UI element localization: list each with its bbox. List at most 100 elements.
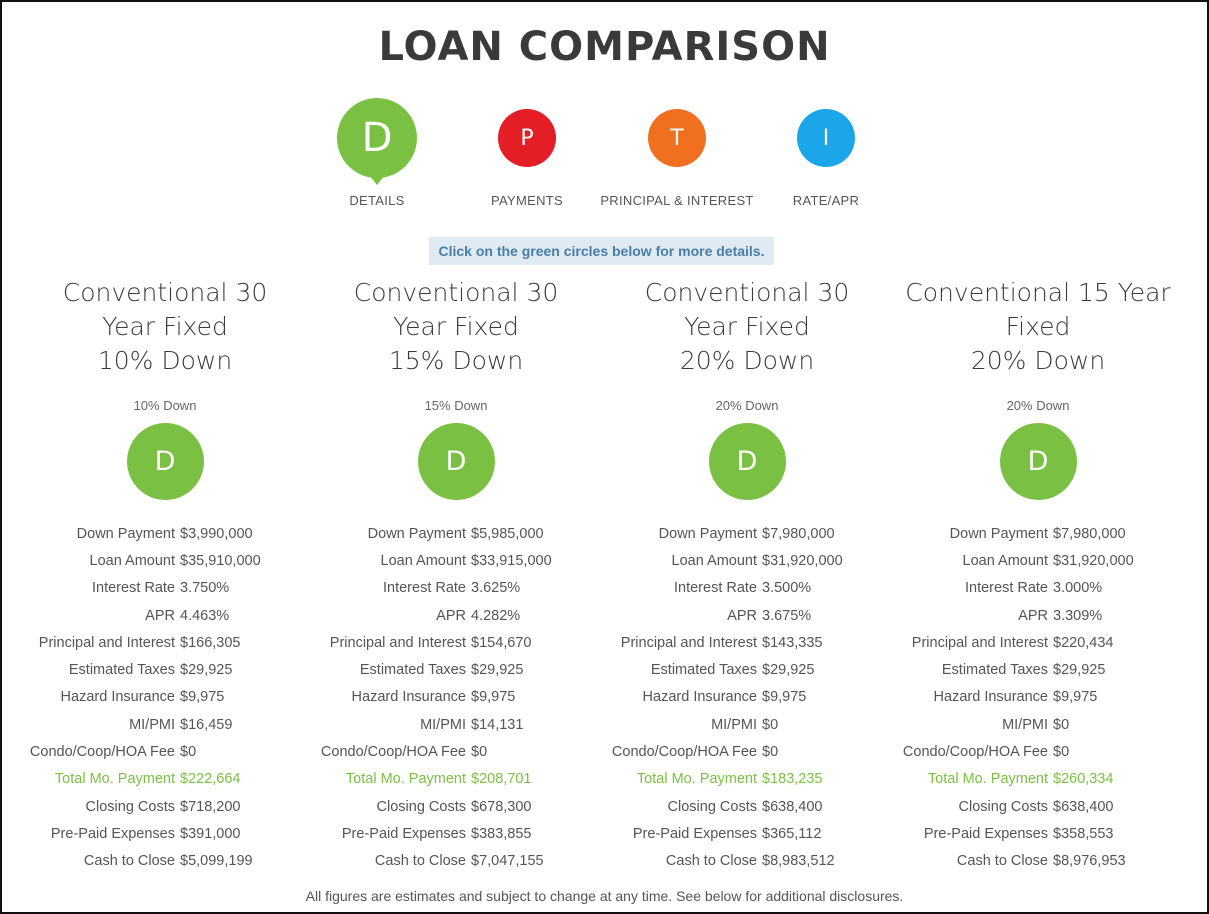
row-label: APR bbox=[727, 607, 757, 624]
row-label: Principal and Interest bbox=[911, 634, 1048, 651]
row-value: $0 bbox=[471, 744, 488, 761]
row-value: $0 bbox=[1053, 744, 1070, 761]
details-circle-icon[interactable]: D bbox=[126, 423, 204, 500]
row-value: $9,975 bbox=[762, 689, 807, 706]
details-circle-letter: D bbox=[1027, 446, 1049, 477]
row-loan-amount: Loan Amount $31,920,000 bbox=[601, 547, 893, 574]
row-value: $29,925 bbox=[762, 662, 815, 679]
row-label: Closing Costs bbox=[376, 798, 466, 815]
loan-details: Down Payment $5,985,000 Loan Amount $33,91… bbox=[310, 520, 602, 875]
loan-name-line: 20% Down bbox=[679, 346, 815, 375]
details-circle-letter: D bbox=[736, 446, 758, 477]
row-value: $220,434 bbox=[1053, 634, 1114, 651]
row-value: 3.500% bbox=[762, 580, 812, 597]
tab-rate-apr-letter: I bbox=[822, 125, 830, 151]
row-value: $7,980,000 bbox=[1053, 525, 1126, 542]
row-principal-interest: Principal and Interest $154,670 bbox=[310, 629, 602, 656]
tab-details[interactable]: D DETAILS bbox=[317, 98, 437, 208]
row-label: Condo/Coop/HOA Fee bbox=[611, 744, 757, 761]
row-label: Interest Rate bbox=[91, 580, 175, 597]
row-label: Down Payment bbox=[949, 525, 1048, 542]
row-label: Pre-Paid Expenses bbox=[341, 825, 466, 842]
row-value: $391,000 bbox=[180, 825, 241, 842]
loan-column: Conventional 30 Year Fixed 15% Down 15% … bbox=[310, 276, 602, 875]
row-estimated-taxes: Estimated Taxes $29,925 bbox=[892, 656, 1184, 683]
row-value: $638,400 bbox=[762, 798, 823, 815]
principal-interest-circle-icon[interactable]: T bbox=[648, 109, 706, 167]
row-value: $7,980,000 bbox=[762, 525, 835, 542]
row-label: APR bbox=[145, 607, 175, 624]
details-circle-icon[interactable]: D bbox=[337, 98, 417, 178]
row-label: Estimated Taxes bbox=[650, 662, 757, 679]
row-loan-amount: Loan Amount $35,910,000 bbox=[19, 547, 311, 574]
row-label: Loan Amount bbox=[89, 552, 175, 569]
row-label: Down Payment bbox=[367, 525, 466, 542]
row-value: $31,920,000 bbox=[1053, 552, 1134, 569]
row-value: $35,910,000 bbox=[180, 552, 261, 569]
loan-name-line: Conventional 30 bbox=[644, 278, 850, 307]
row-value: $29,925 bbox=[471, 662, 524, 679]
loan-name: Conventional 15 Year Fixed 20% Down bbox=[892, 276, 1184, 378]
row-label: Estimated Taxes bbox=[359, 662, 466, 679]
row-value: $9,975 bbox=[1053, 689, 1098, 706]
row-cash-to-close: Cash to Close $7,047,155 bbox=[310, 848, 602, 875]
loan-column: Conventional 30 Year Fixed 20% Down 20% … bbox=[601, 276, 893, 875]
loan-name-line: Conventional 30 bbox=[62, 278, 268, 307]
loan-name-line: Fixed bbox=[1005, 312, 1071, 341]
row-value: $638,400 bbox=[1053, 798, 1114, 815]
row-label: Cash to Close bbox=[374, 853, 466, 870]
row-estimated-taxes: Estimated Taxes $29,925 bbox=[19, 656, 311, 683]
row-cash-to-close: Cash to Close $8,983,512 bbox=[601, 848, 893, 875]
row-label: Principal and Interest bbox=[620, 634, 757, 651]
payments-circle-icon[interactable]: P bbox=[498, 109, 556, 167]
row-total-payment: Total Mo. Payment $260,334 bbox=[892, 766, 1184, 793]
row-down-payment: Down Payment $7,980,000 bbox=[601, 520, 893, 547]
row-value: $5,099,199 bbox=[180, 853, 253, 870]
row-label: Interest Rate bbox=[382, 580, 466, 597]
row-label: Condo/Coop/HOA Fee bbox=[902, 744, 1048, 761]
row-value: $208,701 bbox=[471, 771, 532, 788]
tab-principal-interest[interactable]: T PRINCIPAL & INTEREST bbox=[597, 109, 757, 208]
tab-rate-apr[interactable]: I RATE/APR bbox=[766, 109, 886, 208]
row-apr: APR 3.309% bbox=[892, 602, 1184, 629]
row-hoa-fee: Condo/Coop/HOA Fee $0 bbox=[310, 738, 602, 765]
row-estimated-taxes: Estimated Taxes $29,925 bbox=[601, 656, 893, 683]
row-value: $14,131 bbox=[471, 716, 524, 733]
tab-payments[interactable]: P PAYMENTS bbox=[467, 109, 587, 208]
row-mi-pmi: MI/PMI $16,459 bbox=[19, 711, 311, 738]
loan-subtitle: 20% Down bbox=[1006, 398, 1070, 413]
row-label: Hazard Insurance bbox=[351, 689, 466, 706]
details-circle-letter: D bbox=[445, 446, 467, 477]
row-value: 3.000% bbox=[1053, 580, 1103, 597]
row-down-payment: Down Payment $7,980,000 bbox=[892, 520, 1184, 547]
row-hazard-insurance: Hazard Insurance $9,975 bbox=[601, 684, 893, 711]
rate-apr-circle-icon[interactable]: I bbox=[797, 109, 855, 167]
loan-details: Down Payment $7,980,000 Loan Amount $31,92… bbox=[892, 520, 1184, 875]
row-closing-costs: Closing Costs $638,400 bbox=[892, 793, 1184, 820]
tab-details-letter: D bbox=[361, 115, 393, 161]
row-value: $365,112 bbox=[762, 825, 822, 842]
row-label: Pre-Paid Expenses bbox=[632, 825, 757, 842]
loan-name: Conventional 30 Year Fixed 20% Down bbox=[601, 276, 893, 378]
row-label: Cash to Close bbox=[83, 853, 175, 870]
row-principal-interest: Principal and Interest $143,335 bbox=[601, 629, 893, 656]
details-circle-icon[interactable]: D bbox=[417, 423, 495, 500]
row-value: $8,983,512 bbox=[762, 853, 835, 870]
details-circle-icon[interactable]: D bbox=[999, 423, 1077, 500]
row-interest-rate: Interest Rate 3.000% bbox=[892, 575, 1184, 602]
row-label: Total Mo. Payment bbox=[636, 771, 757, 788]
row-total-payment: Total Mo. Payment $183,235 bbox=[601, 766, 893, 793]
row-label: Condo/Coop/HOA Fee bbox=[320, 744, 466, 761]
loan-subtitle: 15% Down bbox=[424, 398, 488, 413]
row-value: $260,334 bbox=[1053, 771, 1114, 788]
row-label: Total Mo. Payment bbox=[927, 771, 1048, 788]
row-mi-pmi: MI/PMI $0 bbox=[892, 711, 1184, 738]
row-interest-rate: Interest Rate 3.625% bbox=[310, 575, 602, 602]
loan-name-line: Year Fixed bbox=[684, 312, 810, 341]
details-circle-icon[interactable]: D bbox=[708, 423, 786, 500]
hint-banner: Click on the green circles below for mor… bbox=[429, 237, 774, 265]
view-tabs: D DETAILS P PAYMENTS T PRINCIPAL & INTER… bbox=[2, 98, 1207, 218]
row-hazard-insurance: Hazard Insurance $9,975 bbox=[310, 684, 602, 711]
row-label: Loan Amount bbox=[962, 552, 1048, 569]
